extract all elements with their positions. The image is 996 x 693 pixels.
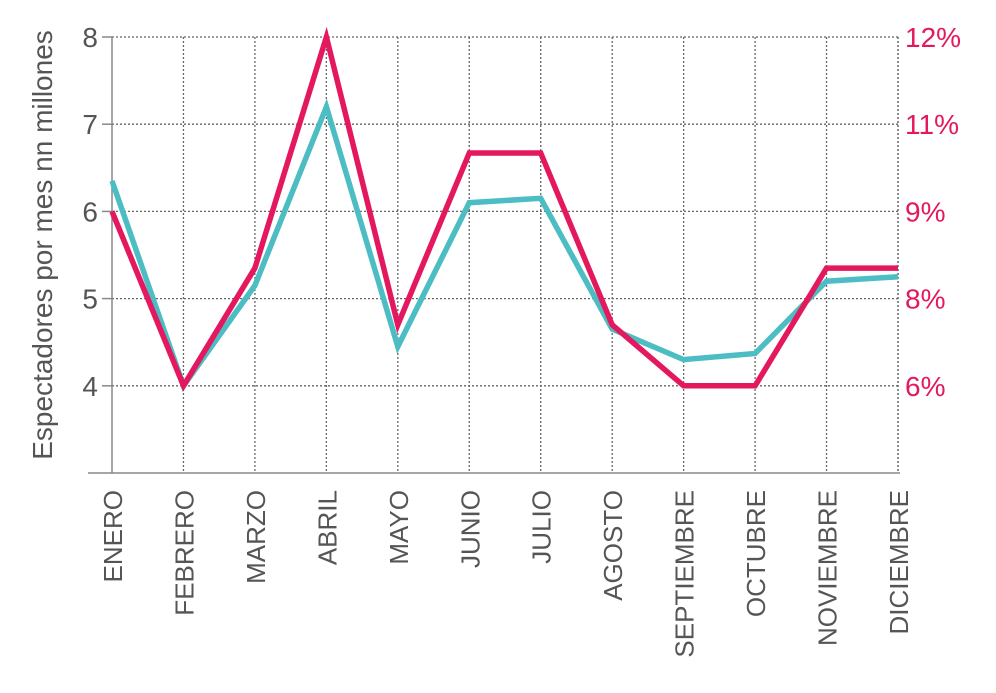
x-tick-label: FEBRERO: [169, 490, 199, 616]
x-tick-label: ENERO: [98, 490, 128, 582]
x-tick-label: OCTUBRE: [741, 490, 771, 617]
x-tick-label: JUNIO: [455, 490, 485, 568]
x-tick-label: ABRIL: [312, 490, 342, 565]
x-tick-label: JULIO: [527, 490, 557, 564]
y-tick-label-left: 4: [82, 371, 98, 402]
x-tick-label: NOVIEMBRE: [813, 490, 843, 646]
x-tick-label: DICIEMBRE: [884, 490, 914, 634]
x-tick-label: MAYO: [384, 490, 414, 565]
x-tick-label: AGOSTO: [598, 490, 628, 601]
x-tick-label: SEPTIEMBRE: [670, 490, 700, 658]
y-tick-label-right: 6%: [905, 371, 945, 402]
y-tick-label-right: 9%: [905, 196, 945, 227]
y-tick-label-right: 12%: [905, 22, 961, 53]
series-line-2: [109, 26, 898, 392]
y-axis-label: Espectadores por mes nn millones: [27, 30, 58, 460]
x-tick-label: MARZO: [241, 490, 271, 584]
y-tick-label-right: 8%: [905, 284, 945, 315]
y-tick-label-left: 7: [82, 109, 98, 140]
x-axis-ticks: ENERO FEBRERO MARZO ABRIL MAYO JUNIO JULIO AGOS…: [98, 490, 914, 658]
y-tick-label-right: 11%: [905, 109, 959, 140]
y-axis-left-ticks: 4 5 6 7 8: [82, 22, 98, 402]
axes: [88, 36, 900, 474]
y-tick-label-left: 5: [82, 284, 98, 315]
series-lines: [109, 26, 899, 392]
y-tick-label-left: 8: [82, 22, 98, 53]
gridlines: [112, 36, 898, 473]
y-axis-right-ticks: 6% 8% 9% 11% 12%: [905, 22, 961, 402]
y-tick-label-left: 6: [82, 196, 98, 227]
series-line-1: [109, 98, 899, 392]
